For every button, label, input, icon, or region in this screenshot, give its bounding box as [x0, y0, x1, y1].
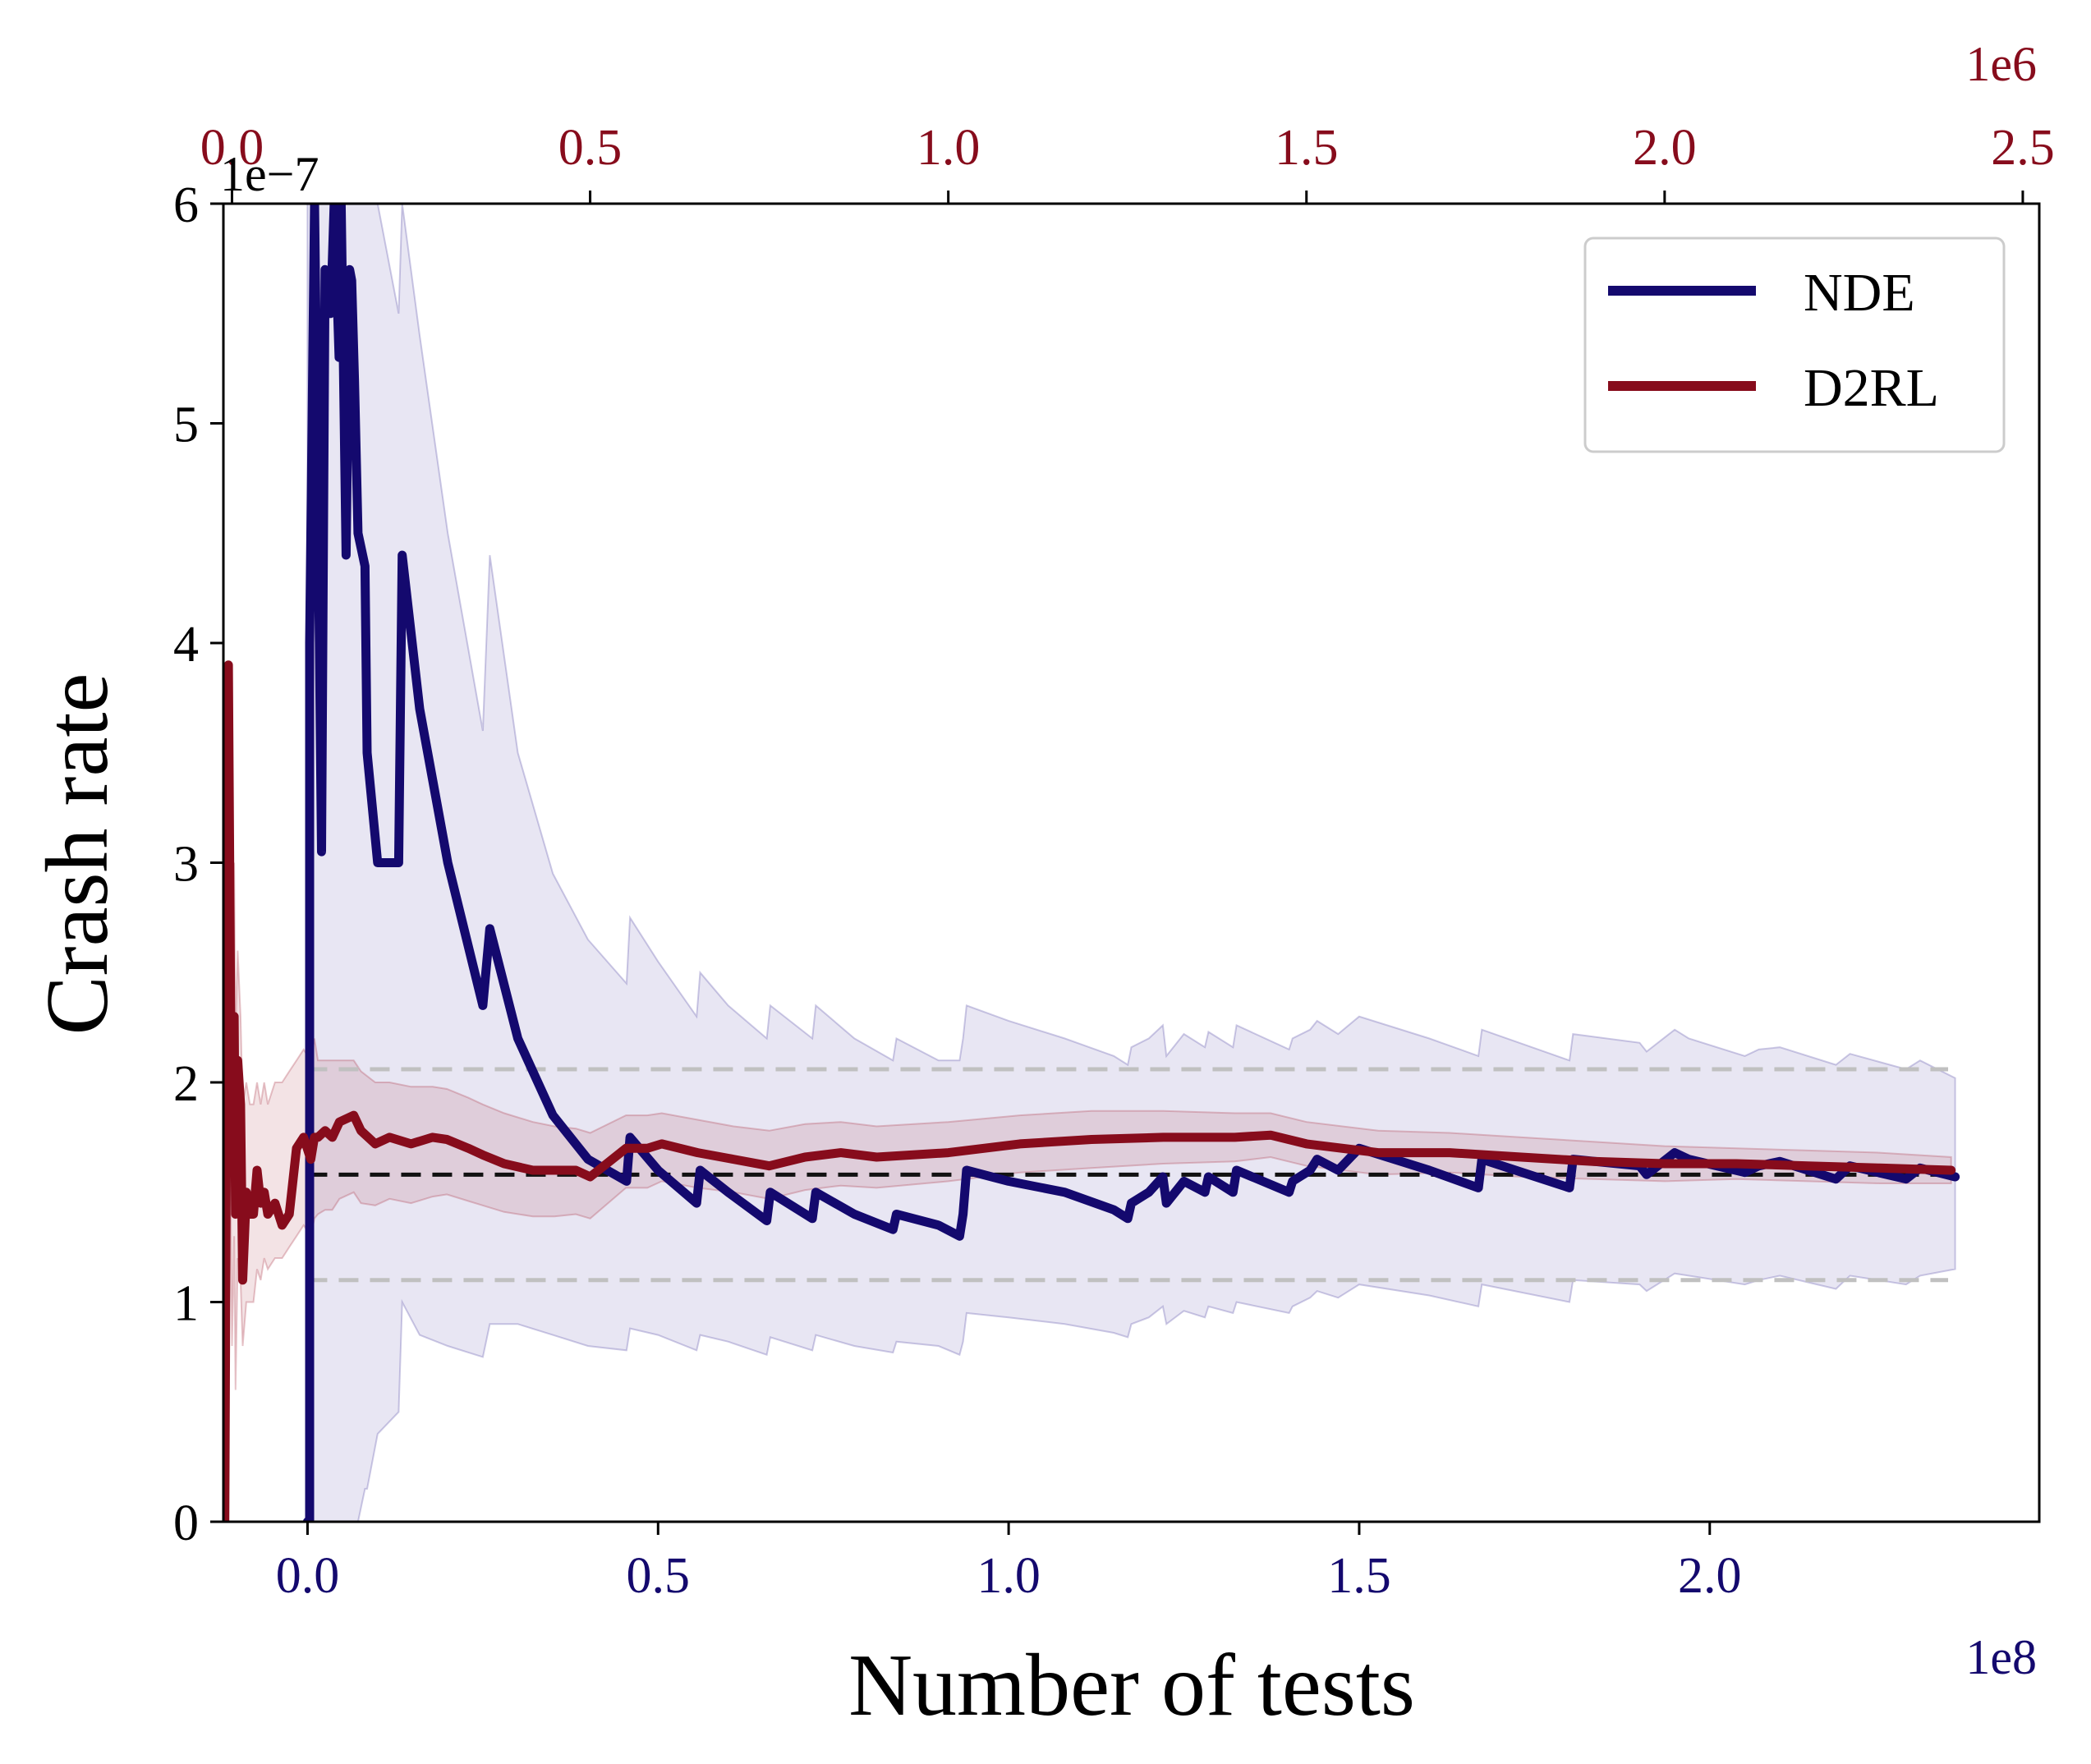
reference-lines: [307, 1067, 1949, 1283]
y-tick-label: 0: [173, 1495, 199, 1551]
x-tick-label: 2.0: [1678, 1548, 1742, 1604]
legend-label-d2rl: D2RL: [1804, 358, 1939, 418]
y-tick-label: 2: [173, 1056, 199, 1112]
legend: NDE D2RL: [1583, 237, 2006, 453]
plot-area: [223, 204, 1960, 1522]
x-tick-label: 0.0: [276, 1548, 340, 1604]
x-tick-label: 1.0: [977, 1548, 1041, 1604]
top-x-tick-label: 2.5: [1991, 120, 2055, 176]
y-tick-label: 5: [173, 397, 199, 453]
top-x-tick-label: 0.5: [558, 120, 623, 176]
legend-box: [1583, 237, 2006, 453]
top-x-tick-label: 2.0: [1633, 120, 1697, 176]
y-axis-multiplier: 1e−7: [220, 147, 319, 201]
series-line-d2rl: [223, 660, 1956, 1522]
top-x-tick-label: 0.0: [200, 120, 264, 176]
x-tick-label: 0.5: [627, 1548, 691, 1604]
series-line-nde: [302, 204, 1960, 1522]
x-axis-multiplier: 1e8: [1965, 1630, 2037, 1684]
y-tick-label: 4: [173, 617, 199, 673]
axis-ticks: 0.0 0.5 1.0 1.5 2.0 0.0 0.5 1.0 1.5 2.0 2.5 0 1 2 3 4 5 6: [173, 120, 2055, 1604]
top-x-axis-multiplier: 1e6: [1965, 37, 2037, 91]
top-x-tick-label: 1.5: [1275, 120, 1339, 176]
y-tick-label: 3: [173, 837, 199, 893]
legend-label-nde: NDE: [1804, 263, 1915, 323]
x-tick-label: 1.5: [1327, 1548, 1391, 1604]
top-x-tick-label: 1.0: [917, 120, 981, 176]
y-axis-label: Crash rate: [29, 673, 126, 1036]
band-nde: [306, 204, 1956, 1522]
y-tick-label: 6: [173, 177, 199, 233]
x-axis-label: Number of tests: [848, 1637, 1415, 1734]
axes-frame: [222, 202, 2041, 1523]
y-tick-label: 1: [173, 1276, 199, 1332]
